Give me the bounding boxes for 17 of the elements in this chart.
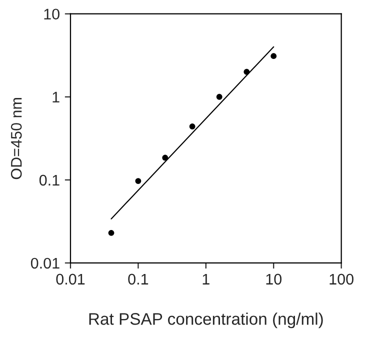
y-tick-label: 0.01 xyxy=(30,258,60,269)
y-tick-label: 0.1 xyxy=(39,174,60,186)
y-axis-title: OD=450 nm xyxy=(10,98,22,180)
x-tick-label: 1 xyxy=(202,274,210,284)
x-tick-label: 100 xyxy=(330,274,354,285)
point xyxy=(270,53,277,60)
x-tick-label: 0.01 xyxy=(56,274,85,285)
x-tick-label: 0.1 xyxy=(128,274,148,285)
point xyxy=(189,124,196,130)
point xyxy=(162,154,168,161)
y-tick-label: 10 xyxy=(44,8,60,20)
x-tick-label: 10 xyxy=(266,274,282,285)
point xyxy=(216,94,222,100)
y-tick-label: 1 xyxy=(52,92,60,102)
point xyxy=(135,178,142,184)
point xyxy=(108,230,114,236)
x-axis-title: Rat PSAP concentration (ng/ml) xyxy=(89,312,323,328)
